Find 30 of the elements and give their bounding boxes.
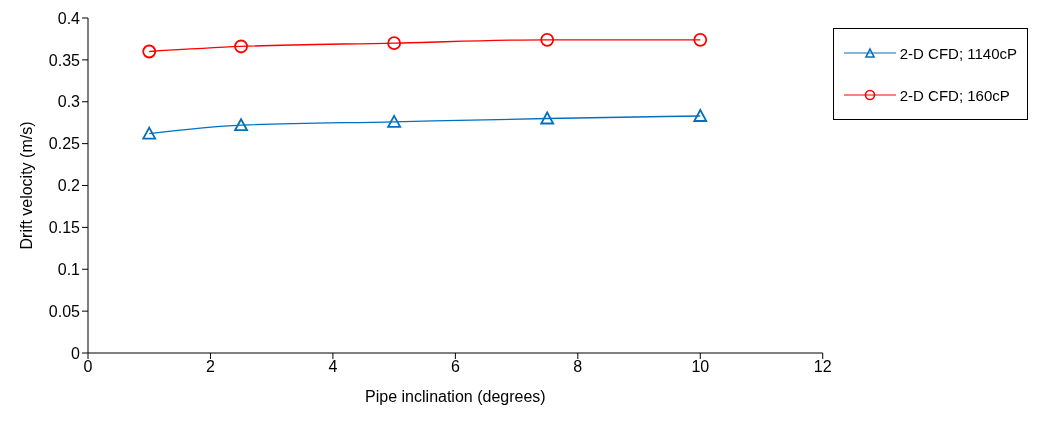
point (693, 32, 708, 47)
x-tick-label: 10 (691, 358, 710, 376)
point (693, 109, 708, 122)
y-tick-label: 0.25 (48, 135, 81, 153)
point (142, 126, 157, 140)
point (142, 44, 157, 59)
x-tick-label: 6 (450, 358, 460, 376)
x-tick-label: 0 (83, 358, 93, 376)
x-tick-label: 4 (328, 358, 338, 376)
y-tick-label: 0.1 (57, 260, 81, 278)
y-tick-label: 0.15 (48, 219, 81, 237)
point (387, 114, 402, 128)
y-tick-label: 0 (71, 344, 81, 362)
x-tick-label: 12 (813, 358, 832, 376)
y-tick-label: 0.4 (57, 9, 81, 27)
y-axis-title: Drift velocity (m/s) (17, 121, 35, 250)
x-tick-label: 8 (573, 358, 583, 376)
y-tick-label: 0.3 (57, 93, 81, 111)
point (387, 36, 402, 51)
point (234, 118, 248, 132)
x-axis-title: Pipe inclination (degrees) (365, 388, 546, 406)
x-tick-label: 2 (206, 358, 215, 376)
legend-label: 2-D CFD; 1140cP (899, 44, 1017, 62)
point (234, 39, 248, 54)
legend-label: 2-D CFD; 160cP (899, 86, 1010, 104)
point (540, 111, 555, 125)
y-tick-label: 0.2 (57, 177, 81, 195)
y-tick-label: 0.35 (48, 51, 81, 69)
y-tick-label: 0.05 (48, 302, 81, 320)
point (540, 32, 555, 47)
